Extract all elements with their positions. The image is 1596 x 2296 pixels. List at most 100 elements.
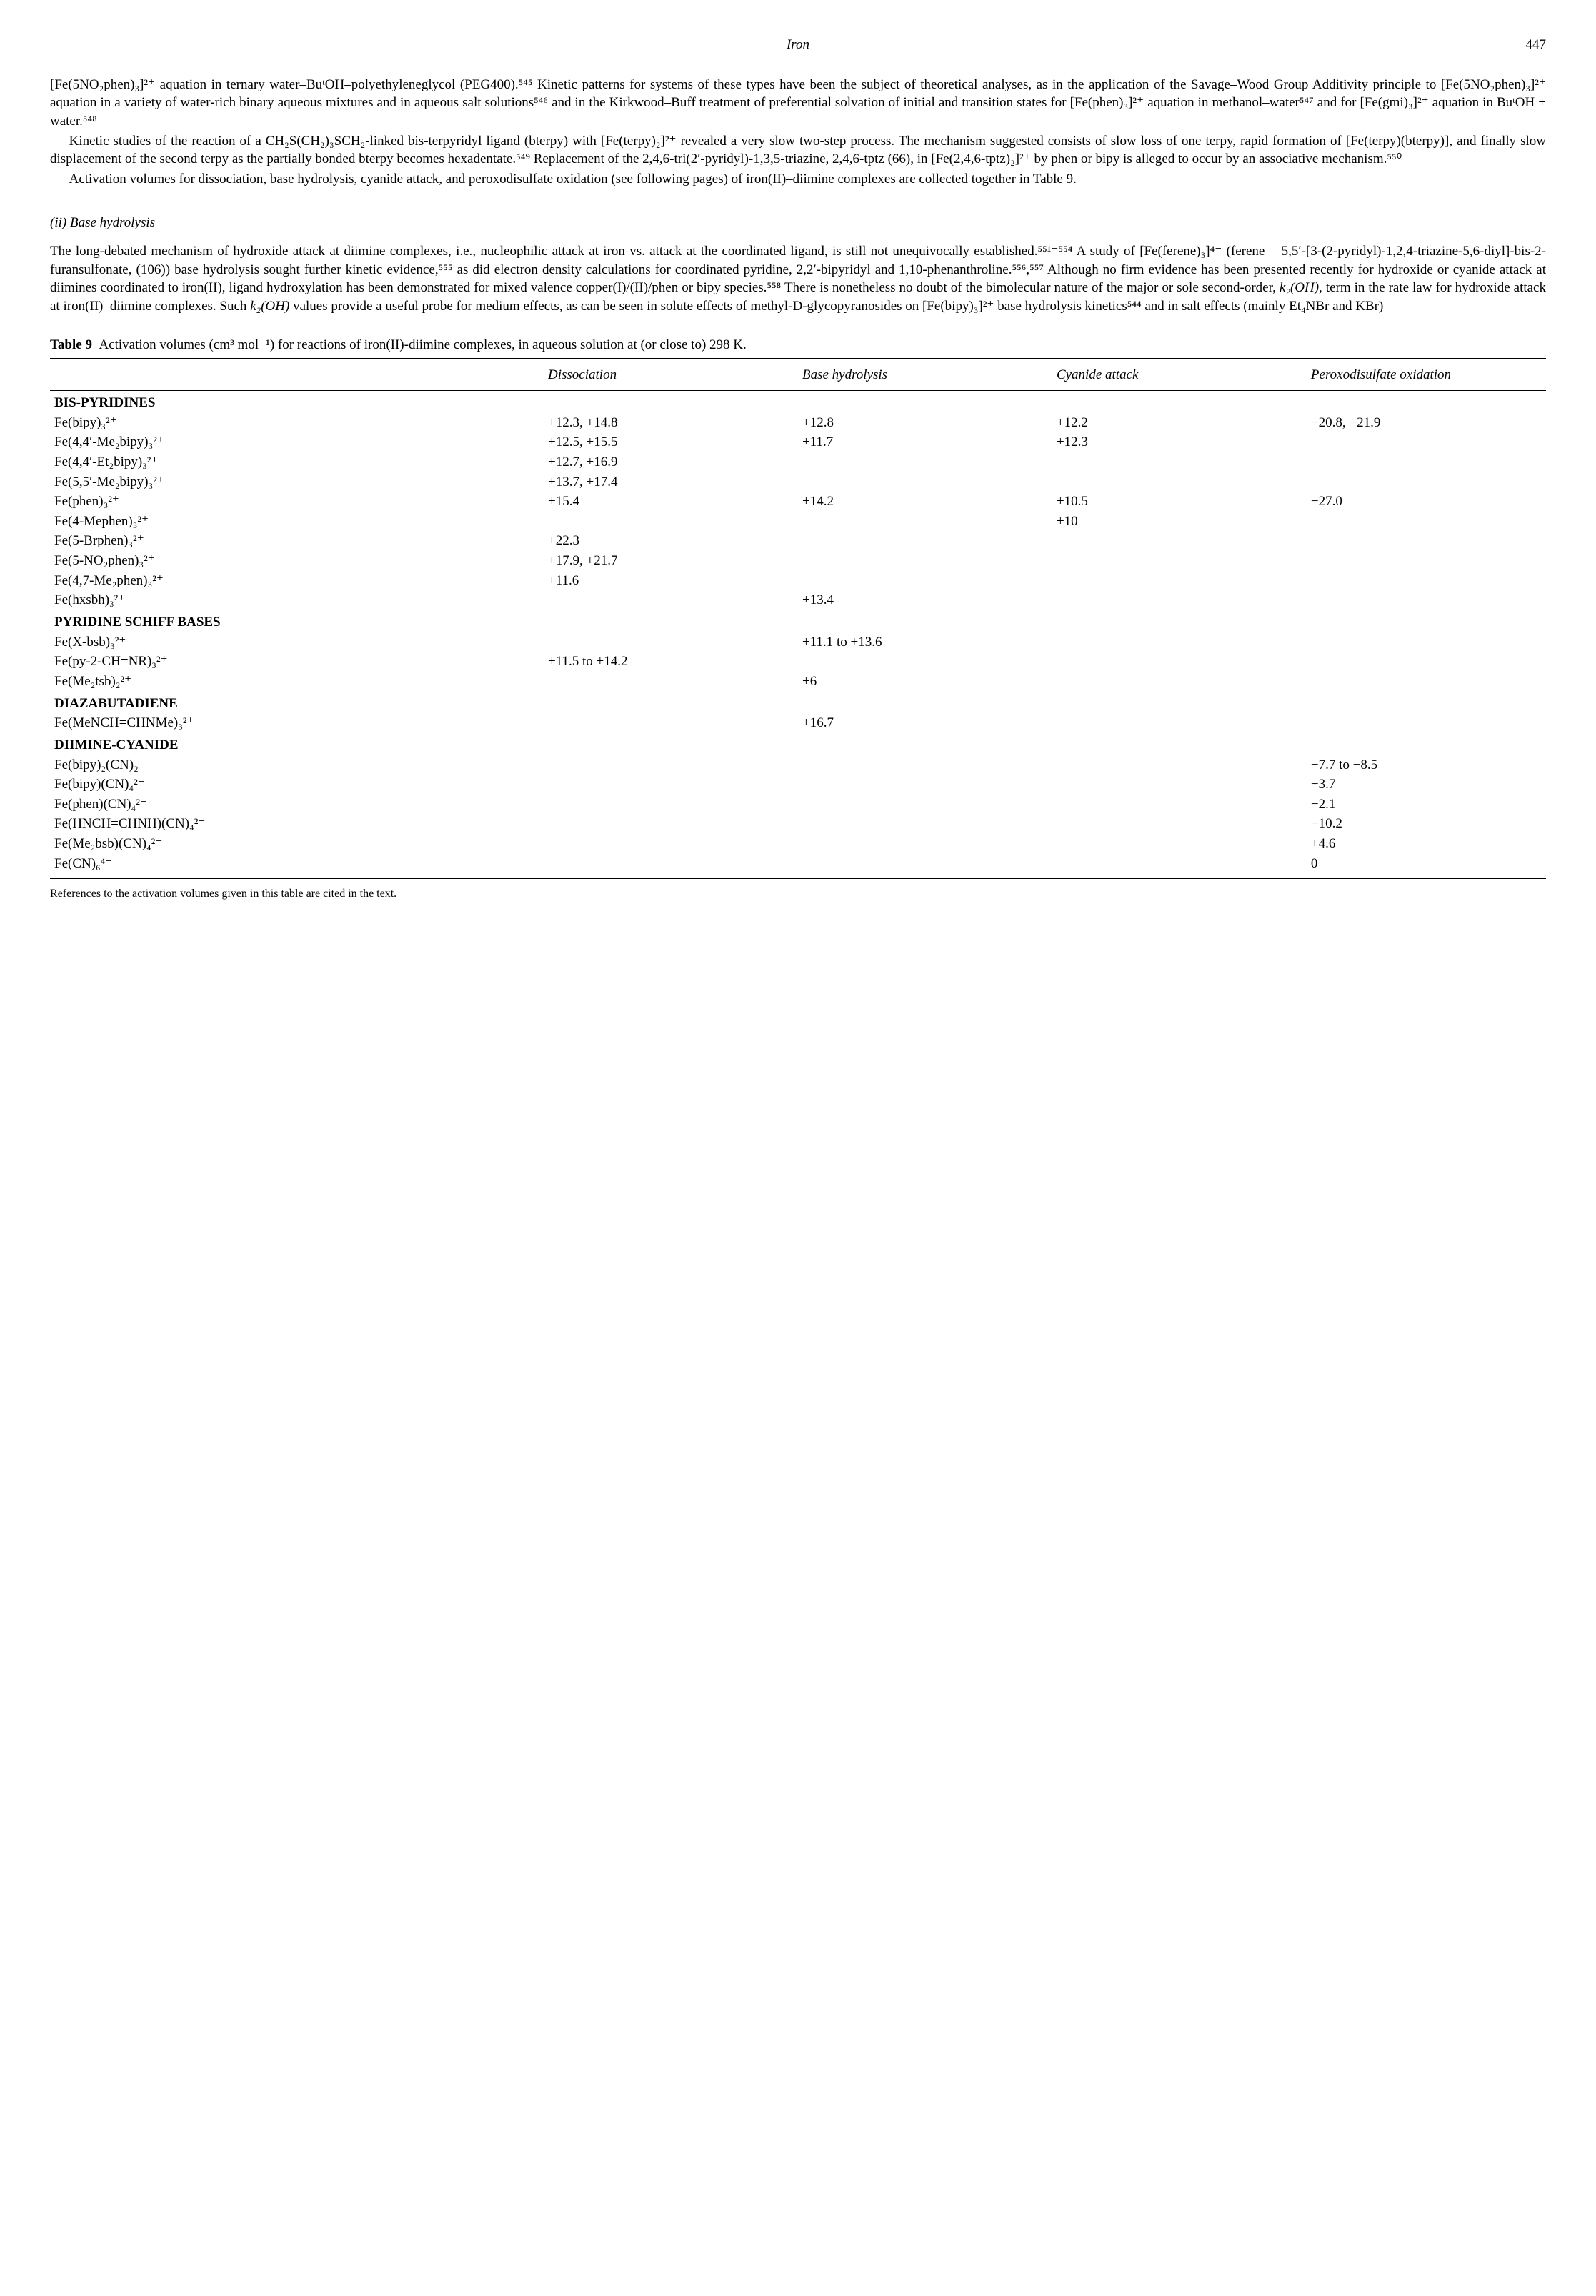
table-row: Fe(bipy)(CN)₄²⁻−3.7 <box>50 775 1546 795</box>
table-row: DIAZABUTADIENE <box>50 692 1546 714</box>
data-cell: −27.0 <box>1307 492 1546 512</box>
table-label: Table 9 <box>50 337 92 352</box>
data-cell <box>544 854 798 879</box>
compound-name: Fe(Me₂bsb)(CN)₄²⁻ <box>50 834 544 854</box>
data-cell: +12.8 <box>798 413 1052 433</box>
data-cell <box>1052 854 1307 879</box>
compound-name: Fe(5,5′-Me₂bipy)₃²⁺ <box>50 472 544 492</box>
page-number: 447 <box>1503 36 1546 54</box>
data-cell <box>1052 652 1307 672</box>
data-cell <box>1052 472 1307 492</box>
data-cell <box>1052 814 1307 834</box>
compound-name: Fe(CN)₆⁴⁻ <box>50 854 544 879</box>
data-cell: +10.5 <box>1052 492 1307 512</box>
data-cell: −2.1 <box>1307 795 1546 815</box>
data-cell <box>1052 713 1307 733</box>
data-cell <box>1052 452 1307 472</box>
table-row: Fe(Me₂bsb)(CN)₄²⁻+4.6 <box>50 834 1546 854</box>
data-cell <box>1052 834 1307 854</box>
data-cell <box>1307 713 1546 733</box>
compound-name: Fe(4,7-Me₂phen)₃²⁺ <box>50 571 544 591</box>
col-header-cyanide-attack: Cyanide attack <box>1052 359 1307 391</box>
table-footnote: References to the activation volumes giv… <box>50 886 1546 902</box>
data-cell <box>544 672 798 692</box>
table-row: Fe(bipy)₂(CN)₂−7.7 to −8.5 <box>50 755 1546 775</box>
table-section-heading: DIIMINE-CYANIDE <box>50 733 1546 755</box>
data-cell <box>798 652 1052 672</box>
table-row: Fe(4,4′-Et₂bipy)₃²⁺+12.7, +16.9 <box>50 452 1546 472</box>
table-section-heading: PYRIDINE SCHIFF BASES <box>50 610 1546 632</box>
data-cell: +10 <box>1052 512 1307 532</box>
data-cell <box>798 452 1052 472</box>
data-cell <box>1307 571 1546 591</box>
data-cell <box>1052 531 1307 551</box>
header-spacer <box>50 36 93 54</box>
data-cell <box>544 795 798 815</box>
data-cell: +17.9, +21.7 <box>544 551 798 571</box>
table-row: Fe(MeNCH=CHNMe)₃²⁺+16.7 <box>50 713 1546 733</box>
data-cell: 0 <box>1307 854 1546 879</box>
data-cell <box>1307 531 1546 551</box>
activation-volumes-table: Dissociation Base hydrolysis Cyanide att… <box>50 358 1546 879</box>
compound-name: Fe(HNCH=CHNH)(CN)₄²⁻ <box>50 814 544 834</box>
table-row: Fe(py-2-CH=NR)₃²⁺+11.5 to +14.2 <box>50 652 1546 672</box>
data-cell: +11.1 to +13.6 <box>798 632 1052 652</box>
para4-c: values provide a useful probe for medium… <box>289 299 1383 314</box>
k2oh-term-1: k₂(OH) <box>1280 280 1319 295</box>
table-row: Fe(5-NO₂phen)₃²⁺+17.9, +21.7 <box>50 551 1546 571</box>
data-cell <box>798 775 1052 795</box>
table-row: PYRIDINE SCHIFF BASES <box>50 610 1546 632</box>
compound-name: Fe(hxsbh)₃²⁺ <box>50 590 544 610</box>
data-cell: +11.6 <box>544 571 798 591</box>
data-cell <box>798 531 1052 551</box>
compound-name: Fe(4-Mephen)₃²⁺ <box>50 512 544 532</box>
table-row: Fe(4,4′-Me₂bipy)₃²⁺+12.5, +15.5+11.7+12.… <box>50 432 1546 452</box>
data-cell <box>798 755 1052 775</box>
table-row: Fe(phen)(CN)₄²⁻−2.1 <box>50 795 1546 815</box>
data-cell: +12.5, +15.5 <box>544 432 798 452</box>
table-row: Fe(X-bsb)₃²⁺ +11.1 to +13.6 <box>50 632 1546 652</box>
data-cell <box>544 632 798 652</box>
data-cell: +12.3 <box>1052 432 1307 452</box>
data-cell <box>544 755 798 775</box>
data-cell: −20.8, −21.9 <box>1307 413 1546 433</box>
data-cell <box>1307 452 1546 472</box>
data-cell <box>798 512 1052 532</box>
paragraph-1: [Fe(5NO₂phen)₃]²⁺ aquation in ternary wa… <box>50 76 1546 131</box>
data-cell <box>798 472 1052 492</box>
data-cell: −3.7 <box>1307 775 1546 795</box>
table-row: Fe(CN)₆⁴⁻ 0 <box>50 854 1546 879</box>
data-cell <box>798 795 1052 815</box>
data-cell <box>1052 775 1307 795</box>
data-cell: −10.2 <box>1307 814 1546 834</box>
page-header: Iron 447 <box>50 36 1546 54</box>
data-cell <box>1307 432 1546 452</box>
data-cell <box>1307 590 1546 610</box>
data-cell <box>1307 551 1546 571</box>
data-cell <box>1307 472 1546 492</box>
data-cell <box>544 713 798 733</box>
data-cell: +12.7, +16.9 <box>544 452 798 472</box>
data-cell <box>1052 672 1307 692</box>
data-cell <box>544 834 798 854</box>
data-cell <box>1052 551 1307 571</box>
compound-name: Fe(Me₂tsb)₂²⁺ <box>50 672 544 692</box>
compound-name: Fe(MeNCH=CHNMe)₃²⁺ <box>50 713 544 733</box>
data-cell: +13.7, +17.4 <box>544 472 798 492</box>
header-title: Iron <box>93 36 1503 54</box>
paragraph-3: Activation volumes for dissociation, bas… <box>50 170 1546 189</box>
table-row: BIS-PYRIDINES <box>50 390 1546 412</box>
col-header-peroxodisulfate: Peroxodisulfate oxidation <box>1307 359 1546 391</box>
compound-name: Fe(X-bsb)₃²⁺ <box>50 632 544 652</box>
data-cell <box>544 512 798 532</box>
table-row: Fe(HNCH=CHNH)(CN)₄²⁻ −10.2 <box>50 814 1546 834</box>
paragraph-2: Kinetic studies of the reaction of a CH₂… <box>50 132 1546 169</box>
table-section-heading: DIAZABUTADIENE <box>50 692 1546 714</box>
data-cell: −7.7 to −8.5 <box>1307 755 1546 775</box>
data-cell <box>798 834 1052 854</box>
data-cell <box>798 814 1052 834</box>
data-cell: +12.3, +14.8 <box>544 413 798 433</box>
table-row: Fe(bipy)₃²⁺+12.3, +14.8+12.8+12.2−20.8, … <box>50 413 1546 433</box>
table-row: Fe(4-Mephen)₃²⁺ +10 <box>50 512 1546 532</box>
data-cell <box>1307 672 1546 692</box>
